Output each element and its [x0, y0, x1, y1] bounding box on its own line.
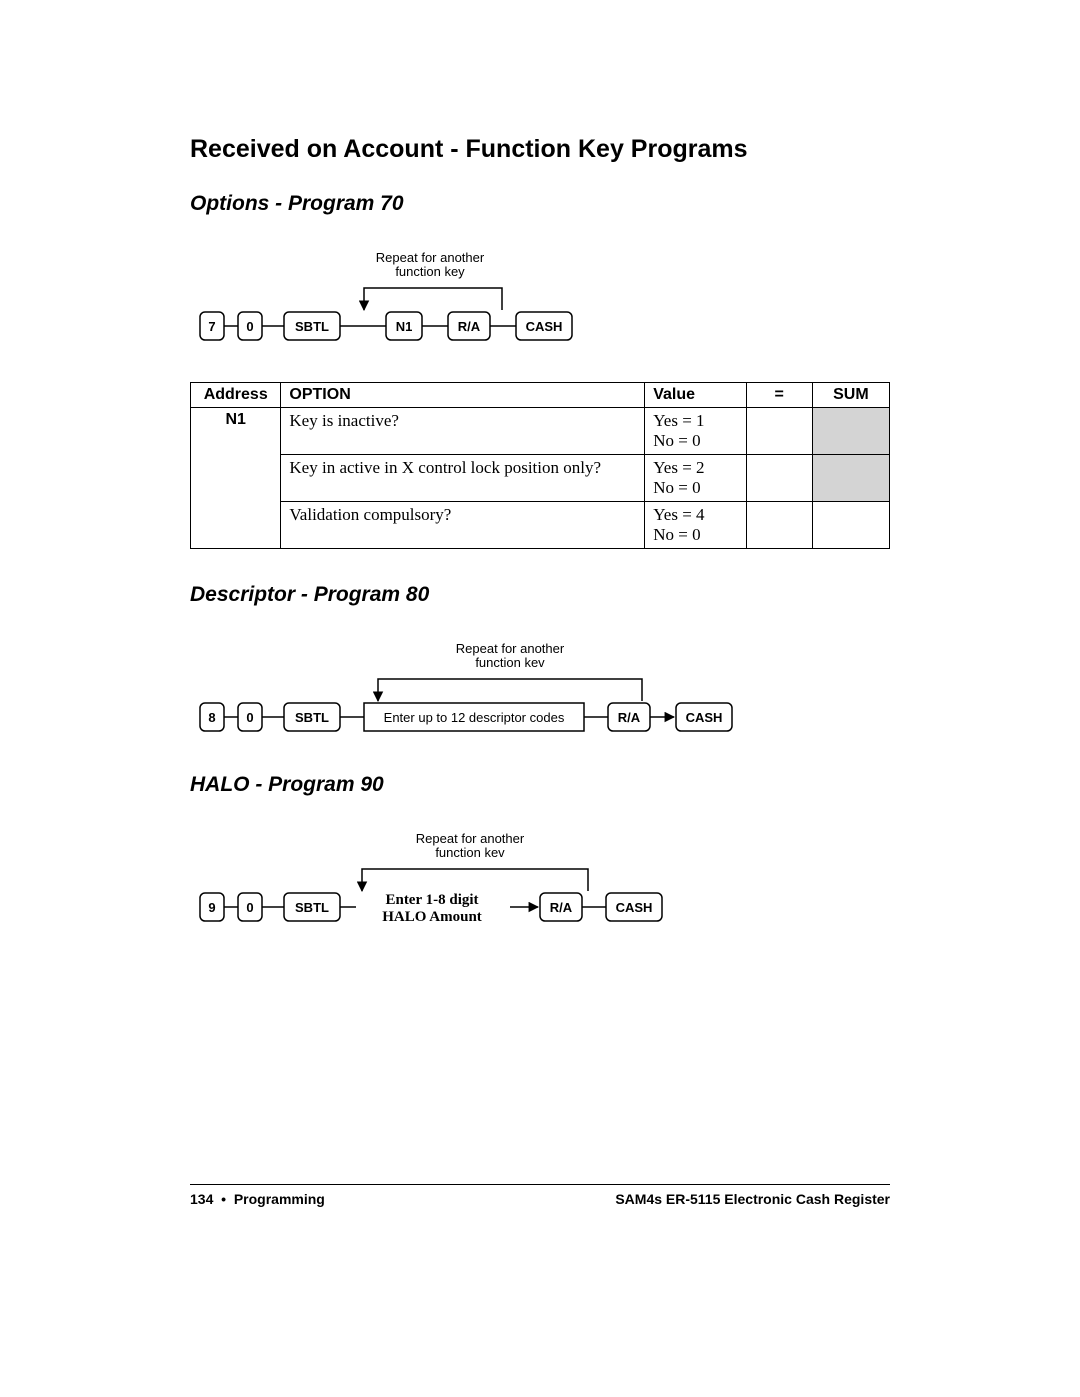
table-row: Validation compulsory? Yes = 4No = 0: [191, 502, 890, 549]
repeat-label-1: Repeat for another: [376, 250, 485, 265]
svg-text:Enter 1-8 digit: Enter 1-8 digit: [385, 892, 478, 908]
svg-text:Repeat for another: Repeat for another: [456, 641, 565, 656]
footer-left: 134 • Programming: [190, 1191, 325, 1207]
table-row: Key in active in X control lock position…: [191, 455, 890, 502]
svg-text:N1: N1: [396, 319, 413, 334]
options-heading: Options - Program 70: [190, 192, 890, 216]
table-row: N1 Key is inactive? Yes = 1No = 0: [191, 408, 890, 455]
svg-text:function kev: function kev: [475, 655, 545, 670]
svg-text:CASH: CASH: [616, 900, 653, 915]
options-table: Address OPTION Value = SUM N1 Key is ina…: [190, 382, 890, 549]
svg-text:9: 9: [208, 900, 215, 915]
th-eq: =: [746, 383, 812, 408]
repeat-label-2: function key: [395, 264, 465, 279]
svg-text:0: 0: [246, 710, 253, 725]
svg-text:SBTL: SBTL: [295, 710, 329, 725]
svg-text:7: 7: [208, 319, 215, 334]
options-flow-diagram: Repeat for another function key 7 0 SBTL…: [190, 244, 890, 354]
main-title: Received on Account - Function Key Progr…: [190, 135, 890, 164]
svg-text:8: 8: [208, 710, 215, 725]
th-value: Value: [645, 383, 746, 408]
th-option: OPTION: [281, 383, 645, 408]
svg-text:R/A: R/A: [458, 319, 481, 334]
svg-text:function kev: function kev: [435, 845, 505, 860]
descriptor-flow-diagram: Repeat for another function kev 8 0 SBTL…: [190, 635, 890, 745]
footer-right: SAM4s ER-5115 Electronic Cash Register: [615, 1191, 890, 1207]
halo-heading: HALO - Program 90: [190, 773, 890, 797]
svg-text:R/A: R/A: [550, 900, 573, 915]
svg-text:HALO Amount: HALO Amount: [382, 909, 482, 925]
svg-text:CASH: CASH: [526, 319, 563, 334]
page-content: Received on Account - Function Key Progr…: [190, 135, 890, 963]
svg-text:CASH: CASH: [686, 710, 723, 725]
svg-text:R/A: R/A: [618, 710, 641, 725]
th-address: Address: [191, 383, 281, 408]
svg-text:Enter up to 12 descriptor code: Enter up to 12 descriptor codes: [384, 710, 565, 725]
svg-text:0: 0: [246, 900, 253, 915]
page-footer: 134 • Programming SAM4s ER-5115 Electron…: [190, 1184, 890, 1207]
svg-text:SBTL: SBTL: [295, 900, 329, 915]
halo-flow-diagram: Repeat for another function kev 9 0 SBTL…: [190, 825, 890, 935]
svg-text:SBTL: SBTL: [295, 319, 329, 334]
th-sum: SUM: [812, 383, 889, 408]
descriptor-heading: Descriptor - Program 80: [190, 583, 890, 607]
svg-text:0: 0: [246, 319, 253, 334]
svg-text:Repeat for another: Repeat for another: [416, 831, 525, 846]
